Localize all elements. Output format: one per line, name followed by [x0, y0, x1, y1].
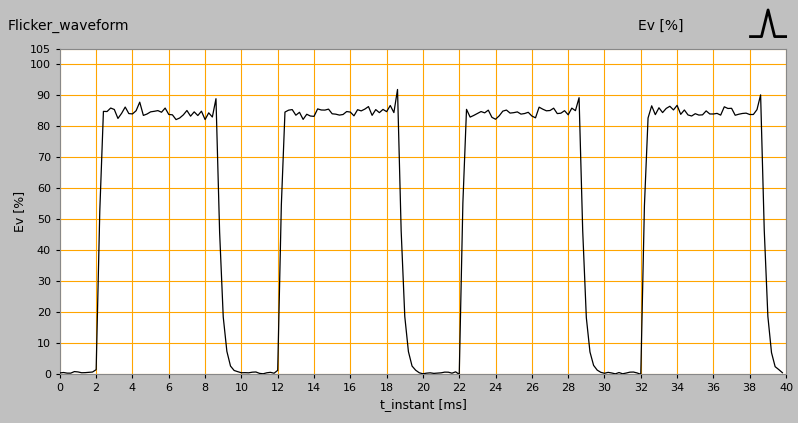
X-axis label: t_instant [ms]: t_instant [ms]: [380, 398, 466, 411]
Text: Flicker_waveform: Flicker_waveform: [8, 19, 129, 33]
Text: Ev [%]: Ev [%]: [638, 19, 684, 33]
Y-axis label: Ev [%]: Ev [%]: [13, 191, 26, 232]
